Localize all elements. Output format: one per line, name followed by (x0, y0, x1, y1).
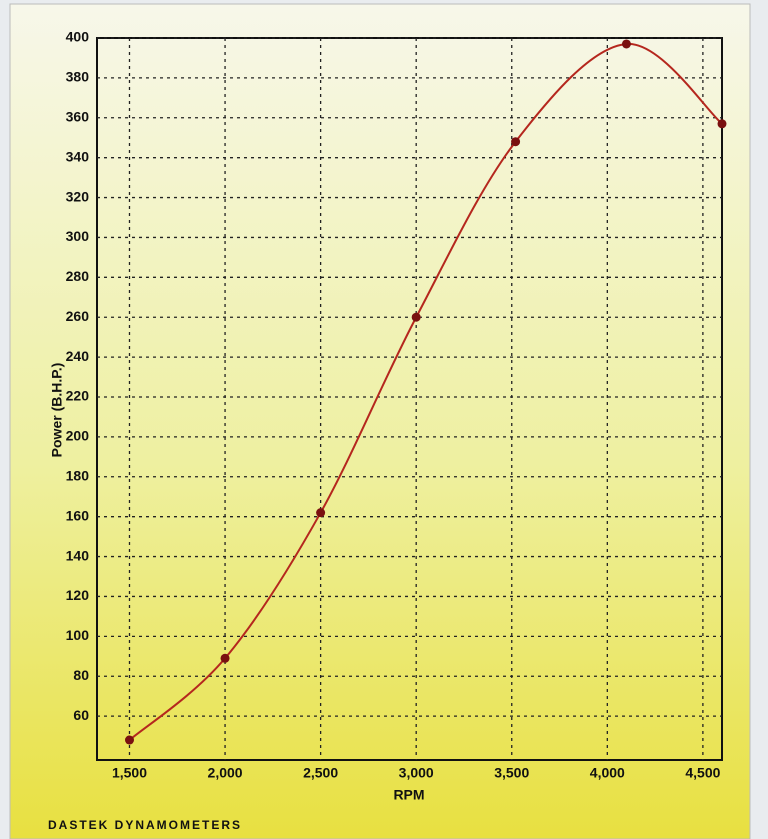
y-tick-label: 340 (66, 148, 90, 164)
y-tick-label: 300 (66, 228, 90, 244)
x-tick-label: 3,500 (494, 765, 529, 781)
y-tick-label: 240 (66, 348, 90, 364)
chart-background (9, 3, 751, 839)
y-tick-label: 220 (66, 388, 90, 404)
y-tick-label: 180 (66, 467, 90, 483)
y-tick-label: 200 (66, 428, 90, 444)
x-tick-label: 2,000 (208, 765, 243, 781)
y-tick-label: 80 (73, 667, 89, 683)
y-tick-label: 160 (66, 507, 90, 523)
point (511, 137, 521, 147)
x-tick-label: 2,500 (303, 765, 338, 781)
point (316, 508, 326, 518)
y-axis-label: Power (B.H.P.) (49, 363, 65, 458)
y-tick-label: 60 (73, 707, 89, 723)
footer: DASTEK DYNAMOMETERS (48, 818, 242, 832)
y-tick-label: 260 (66, 308, 90, 324)
point (220, 653, 230, 663)
plot-frame (96, 37, 723, 761)
x-tick-label: 3,000 (399, 765, 434, 781)
point (411, 312, 421, 322)
x-axis-label: RPM (393, 787, 424, 803)
x-tick-label: 4,000 (590, 765, 625, 781)
point (717, 119, 727, 129)
point (621, 39, 631, 49)
y-tick-label: 140 (66, 547, 90, 563)
y-tick-label: 380 (66, 69, 90, 85)
y-tick-label: 400 (66, 29, 90, 45)
y-tick-label: 360 (66, 108, 90, 124)
y-tick-label: 320 (66, 188, 90, 204)
y-tick-label: 100 (66, 627, 90, 643)
y-tick-label: 280 (66, 268, 90, 284)
x-tick-label: 1,500 (112, 765, 147, 781)
y-tick-label: 120 (66, 587, 90, 603)
point (124, 735, 134, 745)
x-tick-label: 4,500 (685, 765, 720, 781)
